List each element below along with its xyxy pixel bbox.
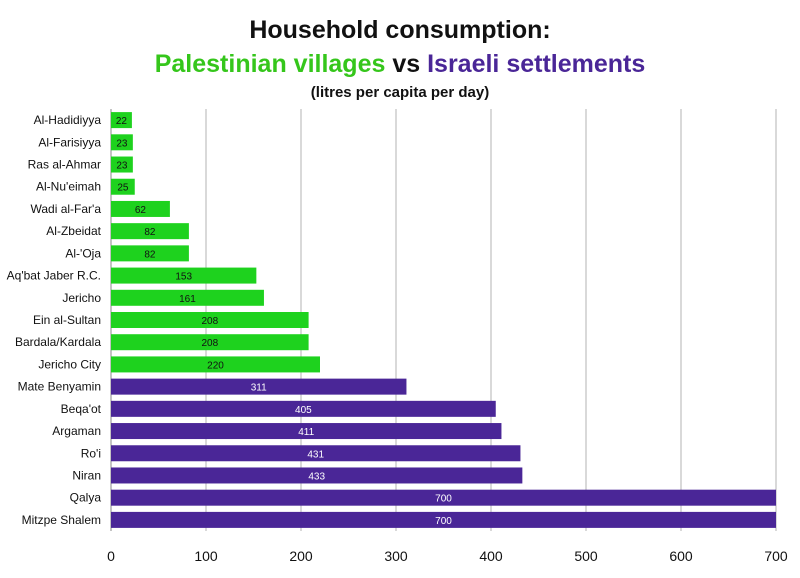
- bar: [111, 156, 133, 173]
- bar: [111, 445, 521, 462]
- category-label: Jericho: [62, 291, 101, 305]
- data-label: 700: [435, 516, 452, 527]
- bar: [111, 223, 189, 240]
- category-label: Niran: [72, 468, 101, 482]
- x-axis-ticks: 0 100 200 300 400 500 600 700: [107, 548, 788, 564]
- bar: [111, 467, 523, 484]
- title-vs: vs: [385, 50, 428, 78]
- data-label: 405: [295, 405, 312, 416]
- x-tick-label: 600: [669, 548, 693, 564]
- title-israeli-settlements: Israeli settlements: [427, 50, 646, 78]
- bar: [111, 423, 502, 440]
- data-label: 411: [298, 427, 314, 438]
- category-label: Ein al-Sultan: [33, 313, 101, 327]
- bar: [111, 134, 133, 151]
- data-label: 700: [435, 494, 452, 505]
- data-label: 208: [201, 338, 218, 349]
- bars: 22 23 23 25 62 82 82 153 161 208 208 220 311 405 411 43…: [111, 112, 776, 528]
- bar: [111, 511, 776, 528]
- data-label: 22: [116, 116, 128, 127]
- bar: [111, 312, 309, 328]
- data-label: 431: [307, 449, 324, 460]
- x-tick-label: 400: [479, 548, 503, 564]
- category-label: Ro'i: [81, 446, 101, 460]
- x-tick-label: 500: [574, 548, 598, 564]
- x-tick-label: 300: [384, 548, 408, 564]
- category-label: Ras al-Ahmar: [28, 158, 101, 172]
- data-label: 82: [144, 227, 156, 238]
- category-label: Jericho City: [38, 357, 101, 371]
- bar: [111, 245, 189, 262]
- data-label: 153: [175, 272, 192, 283]
- bar: [111, 267, 257, 284]
- bar: [111, 378, 407, 395]
- data-label: 82: [144, 249, 156, 260]
- category-label: Argaman: [52, 424, 101, 438]
- bar: [111, 489, 776, 506]
- bar: [111, 200, 170, 217]
- x-tick-label: 200: [289, 548, 313, 564]
- category-label: Qalya: [70, 491, 102, 505]
- x-tick-label: 700: [764, 548, 788, 564]
- chart-subtitle: (litres per capita per day): [310, 84, 490, 101]
- chart-title: Household consumption:: [249, 16, 551, 44]
- bar: [111, 178, 135, 195]
- data-label: 23: [116, 161, 128, 172]
- category-label: Al-Farisiyya: [38, 135, 101, 149]
- data-label: 23: [116, 138, 128, 149]
- category-label: Aq'bat Jaber R.C.: [7, 269, 101, 283]
- bar: [111, 334, 309, 351]
- bar: [111, 400, 496, 417]
- data-label: 208: [201, 316, 218, 327]
- data-label: 62: [135, 205, 147, 216]
- category-label: Wadi al-Far'a: [30, 202, 101, 216]
- bar: [111, 112, 132, 129]
- x-tick-label: 0: [107, 548, 115, 564]
- category-label: Al-Nu'eimah: [36, 180, 101, 194]
- data-label: 220: [207, 360, 224, 371]
- category-label: Bardala/Kardala: [15, 335, 101, 349]
- data-label: 433: [308, 471, 325, 482]
- category-label: Mitzpe Shalem: [22, 513, 101, 527]
- category-label: Al-'Oja: [65, 246, 101, 260]
- chart-title-comparison: Palestinian villages vs Israeli settleme…: [0, 50, 800, 79]
- title-palestinian-villages: Palestinian villages: [154, 50, 386, 78]
- data-label: 311: [251, 383, 267, 394]
- category-label: Al-Hadidiyya: [34, 113, 102, 127]
- category-label: Mate Benyamin: [18, 380, 101, 394]
- category-label: Beqa'ot: [61, 402, 102, 416]
- bar: [111, 289, 264, 306]
- data-label: 25: [117, 183, 129, 194]
- data-label: 161: [179, 294, 196, 305]
- bar: [111, 356, 320, 373]
- category-labels: Al-Hadidiyya Al-Farisiyya Ras al-Ahmar Al-N…: [7, 113, 102, 527]
- x-tick-label: 100: [194, 548, 218, 564]
- category-label: Al-Zbeidat: [46, 224, 101, 238]
